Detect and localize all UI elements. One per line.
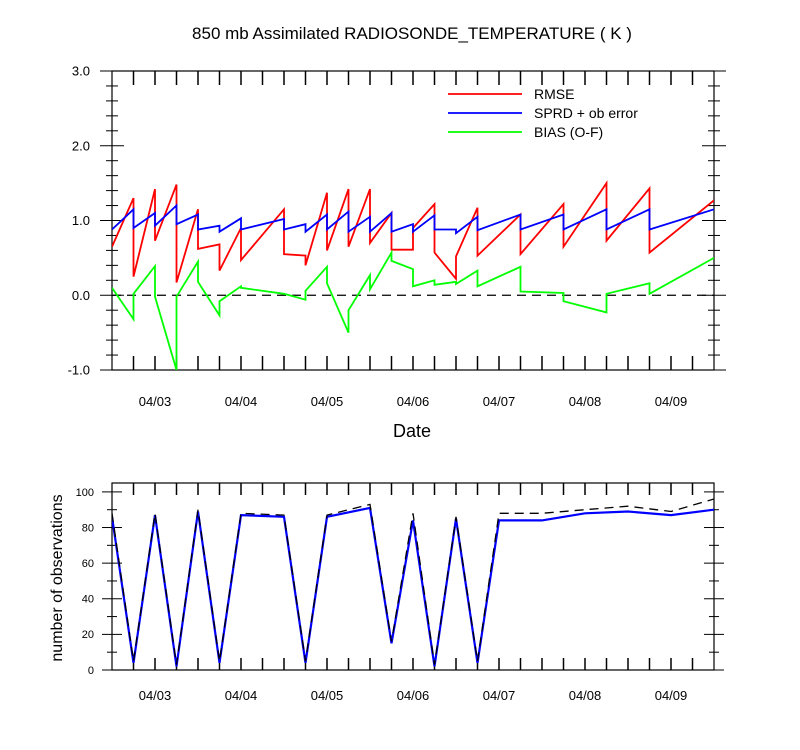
legend-label: RMSE (534, 86, 574, 102)
y-tick-label: 100 (76, 487, 94, 499)
x-tick-label: 04/07 (483, 394, 516, 409)
x-tick-label: 04/03 (139, 394, 172, 409)
series-line-bias-o-f (112, 249, 714, 370)
y-tick-label: 60 (82, 558, 94, 570)
x-axis-label: Date (393, 421, 431, 441)
series-line-total (112, 498, 714, 665)
x-tick-label: 04/06 (397, 394, 430, 409)
x-tick-label: 04/04 (225, 688, 258, 703)
y-tick-label: 0 (88, 665, 94, 677)
x-tick-label: 04/05 (311, 394, 344, 409)
y-tick-label: 80 (82, 522, 94, 534)
legend: RMSE SPRD + ob error BIAS (O-F) (448, 86, 638, 140)
y-axis-label: number of observations (49, 494, 66, 661)
y-tick-label: 0.0 (72, 288, 90, 303)
series-line-sprd-ob-error (112, 203, 714, 236)
y-tick-label: 3.0 (72, 64, 90, 79)
y-tick-label: 20 (82, 629, 94, 641)
bottom-chart: 0 20 40 60 80 100 04/03 04/04 04/05 04/06 04/07 04/… (76, 482, 724, 703)
series-line-assimilated (112, 506, 714, 667)
x-tick-label: 04/09 (655, 394, 688, 409)
x-tick-label: 04/05 (311, 688, 344, 703)
legend-label: SPRD + ob error (534, 105, 638, 121)
chart-title: 850 mb Assimilated RADIOSONDE_TEMPERATUR… (192, 24, 632, 43)
top-chart: -1.0 0.0 1.0 2.0 3.0 04/03 04/04 04/05 04/06 04/0… (68, 64, 726, 409)
x-tick-label: 04/08 (569, 394, 602, 409)
x-tick-label: 04/08 (569, 688, 602, 703)
series-line-rmse (112, 180, 714, 283)
y-tick-label: 1.0 (72, 213, 90, 228)
x-tick-label: 04/06 (397, 688, 430, 703)
legend-label: BIAS (O-F) (534, 124, 603, 140)
y-tick-label: -1.0 (68, 363, 90, 378)
x-tick-label: 04/09 (655, 688, 688, 703)
x-tick-label: 04/04 (225, 394, 258, 409)
y-tick-label: 40 (82, 594, 94, 606)
x-tick-label: 04/07 (483, 688, 516, 703)
x-tick-label: 04/03 (139, 688, 172, 703)
y-tick-label: 2.0 (72, 138, 90, 153)
